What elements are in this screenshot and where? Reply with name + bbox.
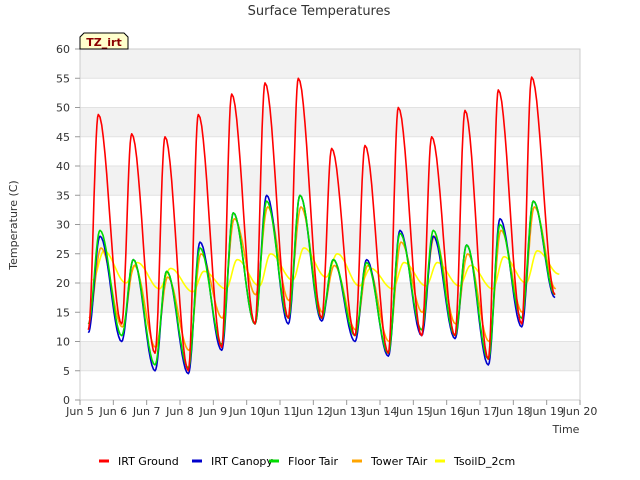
y-tick-label: 30 <box>56 219 70 232</box>
y-tick-label: 60 <box>56 43 70 56</box>
y-tick-label: 55 <box>56 72 70 85</box>
y-axis-ticks: 0 5 10 15 20 25 30 35 40 45 50 55 60 <box>56 43 80 407</box>
x-tick-label: Jun 8 <box>165 405 194 418</box>
series-line-irt-ground <box>87 76 556 372</box>
x-tick-label: Jun 16 <box>428 405 464 418</box>
x-tick-label: Jun 10 <box>228 405 264 418</box>
x-tick-label: Jun 14 <box>362 405 398 418</box>
y-tick-label: 15 <box>56 306 70 319</box>
grid-band <box>80 78 580 108</box>
grid-band <box>80 370 580 400</box>
x-tick-label: Jun 18 <box>495 405 531 418</box>
grid-band <box>80 49 580 79</box>
grid-band <box>80 195 580 225</box>
site-label-box: TZ_irt <box>79 32 129 50</box>
legend-label: IRT Ground <box>118 455 179 468</box>
x-tick-label: Jun 20 <box>562 405 598 418</box>
x-tick-label: Jun 15 <box>395 405 431 418</box>
y-tick-label: 20 <box>56 277 70 290</box>
series-lines <box>87 76 560 375</box>
x-tick-label: Jun 9 <box>198 405 227 418</box>
y-tick-label: 0 <box>63 394 70 407</box>
grid-band <box>80 312 580 342</box>
y-tick-label: 50 <box>56 102 70 115</box>
y-tick-label: 5 <box>63 365 70 378</box>
legend-label: Tower TAir <box>370 455 428 468</box>
y-tick-label: 10 <box>56 336 70 349</box>
x-tick-label: Jun 7 <box>132 405 161 418</box>
y-tick-label: 40 <box>56 160 70 173</box>
x-tick-label: Jun 6 <box>98 405 127 418</box>
x-axis-label: Time <box>552 423 580 436</box>
legend-label: TsoilD_2cm <box>453 455 515 468</box>
legend-label: Floor Tair <box>288 455 339 468</box>
y-axis-label: Temperature (C) <box>7 180 20 270</box>
legend: IRT Ground IRT Canopy Floor Tair Tower TAir… <box>99 455 515 468</box>
y-tick-label: 25 <box>56 248 70 261</box>
chart-title: Surface Temperatures <box>248 4 391 19</box>
x-tick-label: Jun 11 <box>262 405 298 418</box>
x-tick-label: Jun 12 <box>295 405 331 418</box>
y-tick-label: 35 <box>56 189 70 202</box>
grid-band <box>80 341 580 371</box>
x-tick-label: Jun 5 <box>65 405 94 418</box>
y-tick-label: 45 <box>56 131 70 144</box>
x-tick-label: Jun 17 <box>462 405 498 418</box>
x-tick-label: Jun 19 <box>528 405 564 418</box>
series-line-tsoild-2cm <box>92 247 560 293</box>
site-label: TZ_irt <box>86 36 121 49</box>
x-tick-label: Jun 13 <box>328 405 364 418</box>
legend-label: IRT Canopy <box>211 455 273 468</box>
